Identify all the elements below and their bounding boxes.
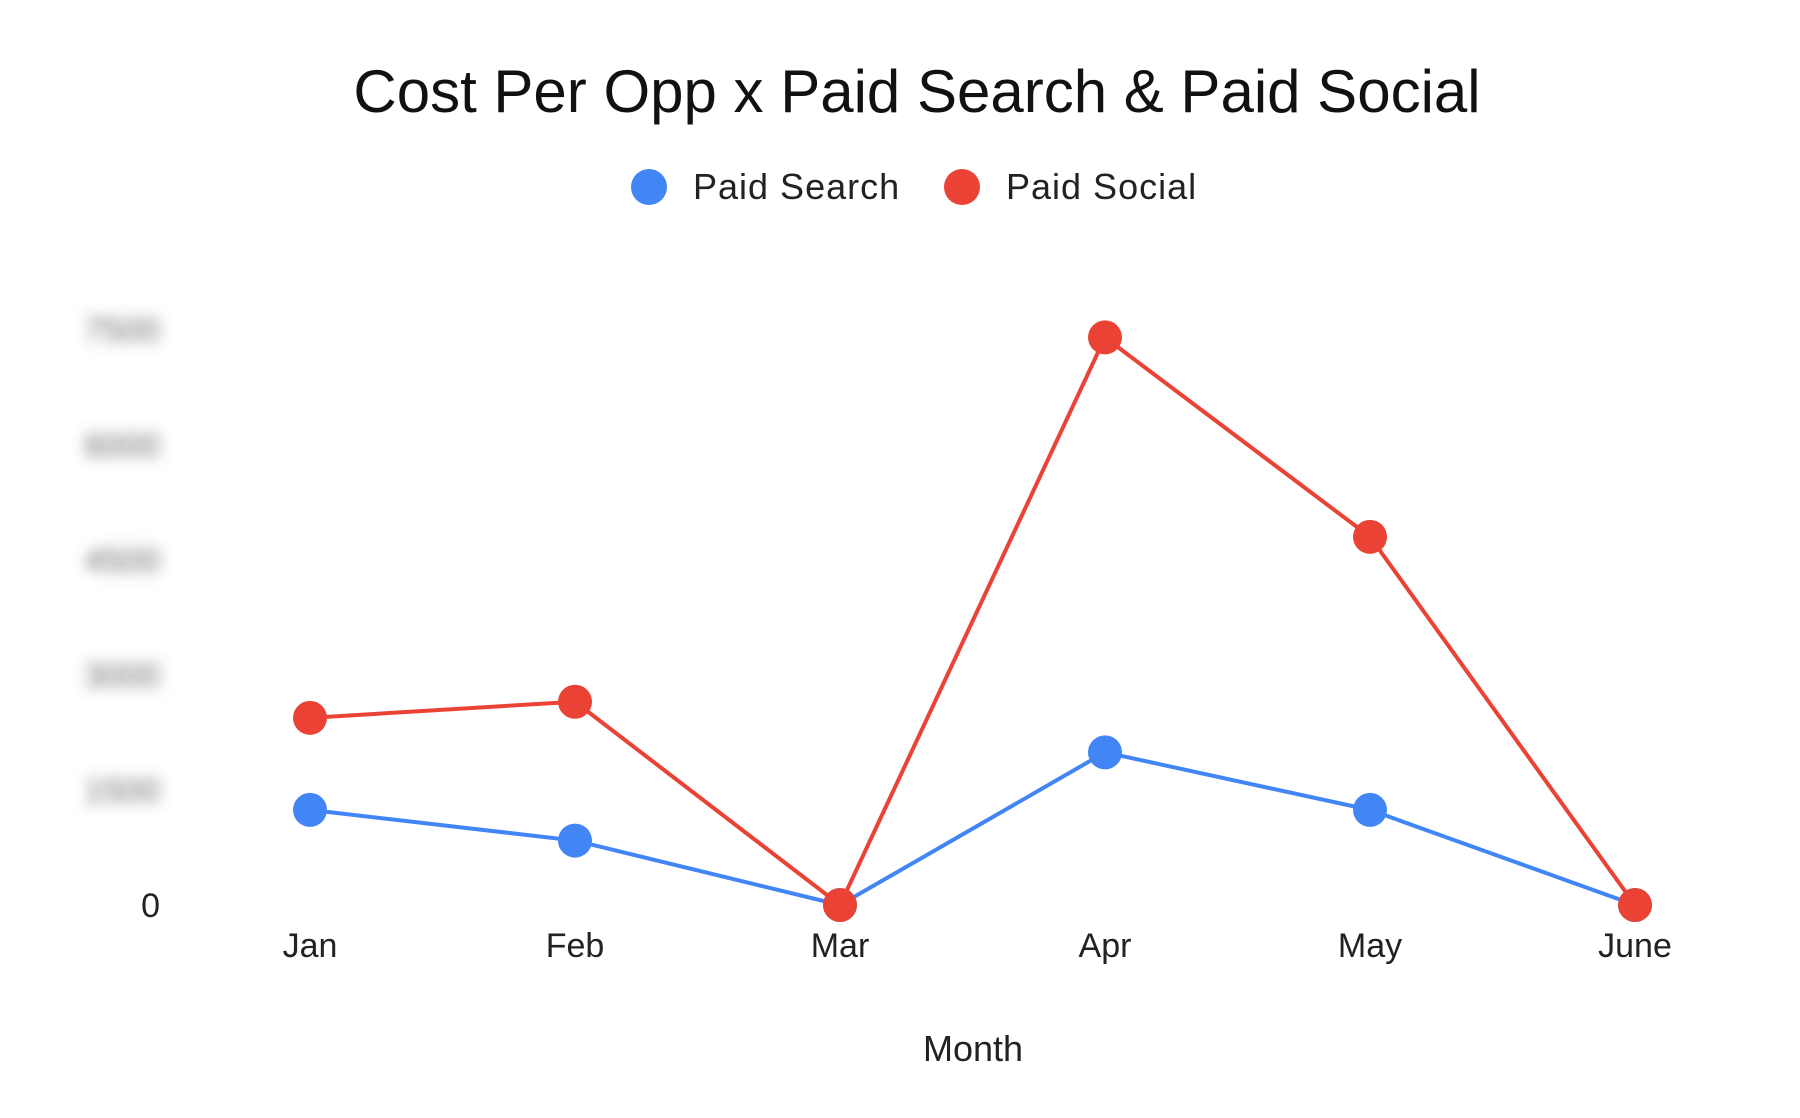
data-point-paid-search[interactable]	[1088, 735, 1122, 770]
series-layer	[293, 320, 1652, 922]
x-axis: Jan Feb Mar Apr May June	[283, 927, 1672, 965]
x-tick-label: Mar	[811, 927, 870, 965]
data-point-paid-social[interactable]	[823, 888, 857, 922]
data-point-paid-search[interactable]	[1353, 792, 1387, 827]
y-tick-label: 4500	[84, 542, 160, 580]
x-tick-label: Jan	[283, 927, 338, 965]
x-tick-label: May	[1338, 927, 1402, 965]
y-tick-label: 1500	[84, 772, 160, 810]
legend-marker-paid-social	[944, 169, 980, 205]
x-tick-label: Apr	[1079, 927, 1132, 965]
data-point-paid-social[interactable]	[1618, 888, 1652, 922]
legend-marker-paid-search	[631, 169, 667, 205]
chart-title: Cost Per Opp x Paid Search & Paid Social	[353, 58, 1480, 125]
x-axis-title: Month	[923, 1028, 1023, 1069]
legend: Paid Search Paid Social	[631, 166, 1197, 207]
y-tick-label: 3000	[84, 657, 160, 695]
data-point-paid-search[interactable]	[293, 792, 327, 827]
data-point-paid-social[interactable]	[558, 684, 592, 719]
legend-label-paid-search: Paid Search	[693, 166, 900, 207]
data-point-paid-social[interactable]	[293, 700, 327, 735]
x-tick-label: Feb	[546, 927, 605, 965]
y-tick-label: 0	[141, 887, 160, 925]
y-tick-label: 6000	[84, 427, 160, 465]
series-line-paid-search	[309, 750, 1636, 907]
data-point-paid-social[interactable]	[1088, 320, 1122, 355]
x-tick-label: June	[1598, 927, 1672, 965]
data-point-paid-social[interactable]	[1353, 519, 1387, 554]
legend-item-paid-search[interactable]: Paid Search	[631, 166, 900, 207]
data-point-paid-search[interactable]	[558, 823, 592, 858]
y-tick-label: 7500	[84, 312, 160, 350]
series-paid-social	[293, 320, 1652, 922]
series-line-paid-social	[309, 335, 1637, 907]
series-paid-search	[293, 735, 1652, 922]
legend-item-paid-social[interactable]: Paid Social	[944, 166, 1197, 207]
y-axis: 0 1500 3000 4500 6000 7500	[84, 312, 160, 925]
legend-label-paid-social: Paid Social	[1006, 166, 1197, 207]
